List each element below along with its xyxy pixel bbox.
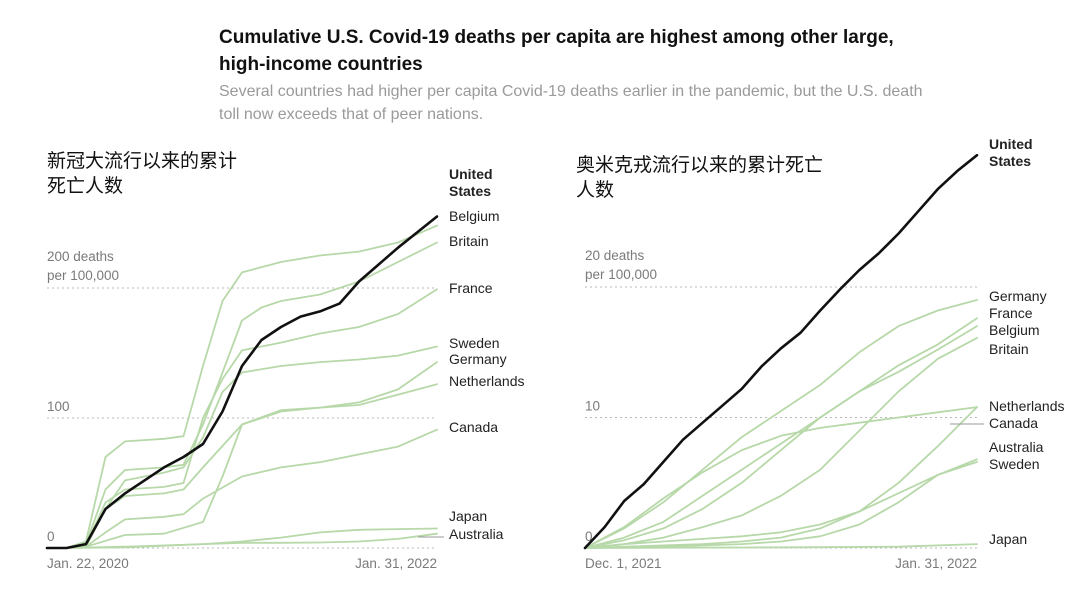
series-line-netherlands [585,407,977,548]
series-label-canada: Canada [449,419,498,435]
series-label-australia: Australia [989,439,1044,455]
y-tick-label-20: 20 deaths per 100,000 [585,248,657,282]
series-label-belgium: Belgium [989,322,1040,338]
series-label-germany: Germany [449,351,507,367]
y-tick-label-100: 100 [47,399,70,414]
x-tick-label-start: Jan. 22, 2020 [47,556,129,571]
series-label-netherlands: Netherlands [989,398,1065,414]
series-line-netherlands [47,384,437,548]
x-tick-label-end: Jan. 31, 2022 [355,556,437,571]
series-label-belgium: Belgium [449,208,500,224]
series-label-japan: Japan [989,531,1027,547]
series-label-britain: Britain [449,233,489,249]
series-label-netherlands: Netherlands [449,373,525,389]
series-label-sweden: Sweden [449,335,500,351]
x-tick-label-start: Dec. 1, 2021 [585,556,662,571]
x-tick-label-end: Jan. 31, 2022 [895,556,977,571]
series-line-sweden [47,347,437,549]
series-line-united-states [47,217,437,549]
left-chart: 0 100 200 deaths per 100,000 Jan. 22, 2020 Ja… [0,0,540,605]
series-line-germany [585,300,977,548]
series-line-canada [585,407,977,548]
series-label-canada: Canada [989,415,1038,431]
y-tick-label-200: 200 deaths per 100,000 [47,249,119,283]
series-label-britain: Britain [989,341,1029,357]
series-label-united-states: United States [989,136,1033,169]
y-tick-label-0: 0 [47,529,55,544]
series-label-japan: Japan [449,508,487,524]
series-label-sweden: Sweden [989,456,1040,472]
series-label-united-states: United States [449,166,493,199]
series-label-france: France [989,305,1033,321]
series-line-germany [47,362,437,548]
series-label-france: France [449,280,493,296]
y-tick-label-10: 10 [585,399,600,414]
series-label-germany: Germany [989,288,1047,304]
series-label-australia: Australia [449,526,504,542]
